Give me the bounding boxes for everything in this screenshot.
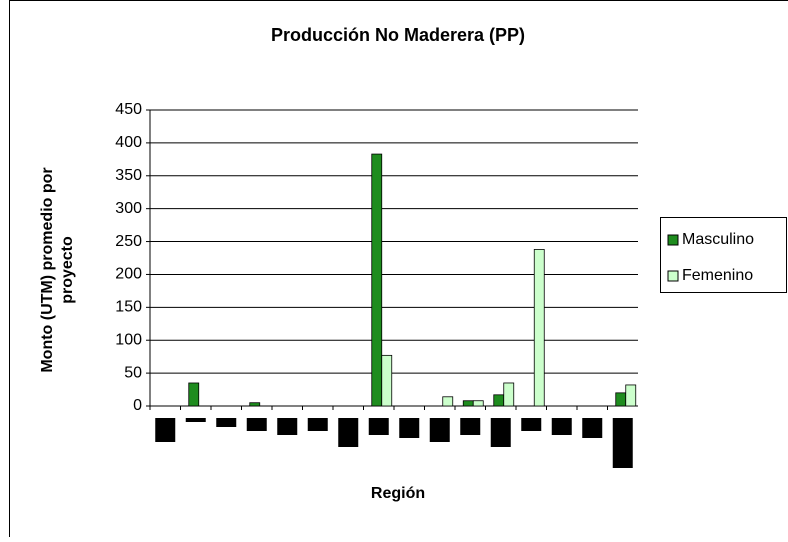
redacted-label bbox=[247, 418, 267, 431]
y-axis-label-line: proyecto bbox=[59, 236, 76, 304]
legend-swatch bbox=[668, 235, 678, 245]
bar bbox=[494, 395, 504, 406]
x-axis-label: Región bbox=[371, 485, 425, 502]
y-tick-label: 400 bbox=[115, 134, 142, 151]
legend-label: Femenino bbox=[682, 267, 753, 284]
redacted-label bbox=[338, 418, 358, 447]
y-tick-label: 350 bbox=[115, 167, 142, 184]
redacted-label bbox=[369, 418, 389, 435]
bar bbox=[626, 385, 636, 406]
bar bbox=[473, 401, 483, 406]
y-tick-label: 300 bbox=[115, 200, 142, 217]
y-tick-label: 250 bbox=[115, 233, 142, 250]
bar bbox=[382, 355, 392, 406]
y-tick-label: 450 bbox=[115, 101, 142, 118]
bar bbox=[443, 397, 453, 406]
redacted-label bbox=[277, 418, 297, 435]
redacted-label bbox=[308, 418, 328, 431]
y-tick-label: 0 bbox=[133, 397, 142, 414]
bar bbox=[250, 403, 260, 406]
redacted-label bbox=[460, 418, 480, 435]
redacted-label bbox=[399, 418, 419, 438]
bar bbox=[616, 393, 626, 406]
redacted-label bbox=[582, 418, 602, 438]
bar bbox=[189, 383, 199, 406]
y-tick-label: 100 bbox=[115, 331, 142, 348]
chart-title: Producción No Maderera (PP) bbox=[271, 25, 525, 45]
bar bbox=[534, 249, 544, 406]
y-axis-label-line: Monto (UTM) promedio por bbox=[39, 167, 56, 372]
redacted-label bbox=[216, 418, 236, 427]
bar bbox=[504, 383, 514, 406]
legend-swatch bbox=[668, 271, 678, 281]
bar bbox=[372, 154, 382, 406]
redacted-label bbox=[613, 418, 633, 468]
y-tick-label: 50 bbox=[124, 364, 142, 381]
redacted-label bbox=[186, 418, 206, 422]
legend-label: Masculino bbox=[682, 231, 754, 248]
redacted-label bbox=[155, 418, 175, 442]
bar bbox=[463, 401, 473, 406]
y-tick-label: 200 bbox=[115, 266, 142, 283]
redacted-label bbox=[552, 418, 572, 435]
redacted-label bbox=[430, 418, 450, 442]
y-tick-label: 150 bbox=[115, 299, 142, 316]
redacted-label bbox=[491, 418, 511, 447]
redacted-label bbox=[521, 418, 541, 431]
